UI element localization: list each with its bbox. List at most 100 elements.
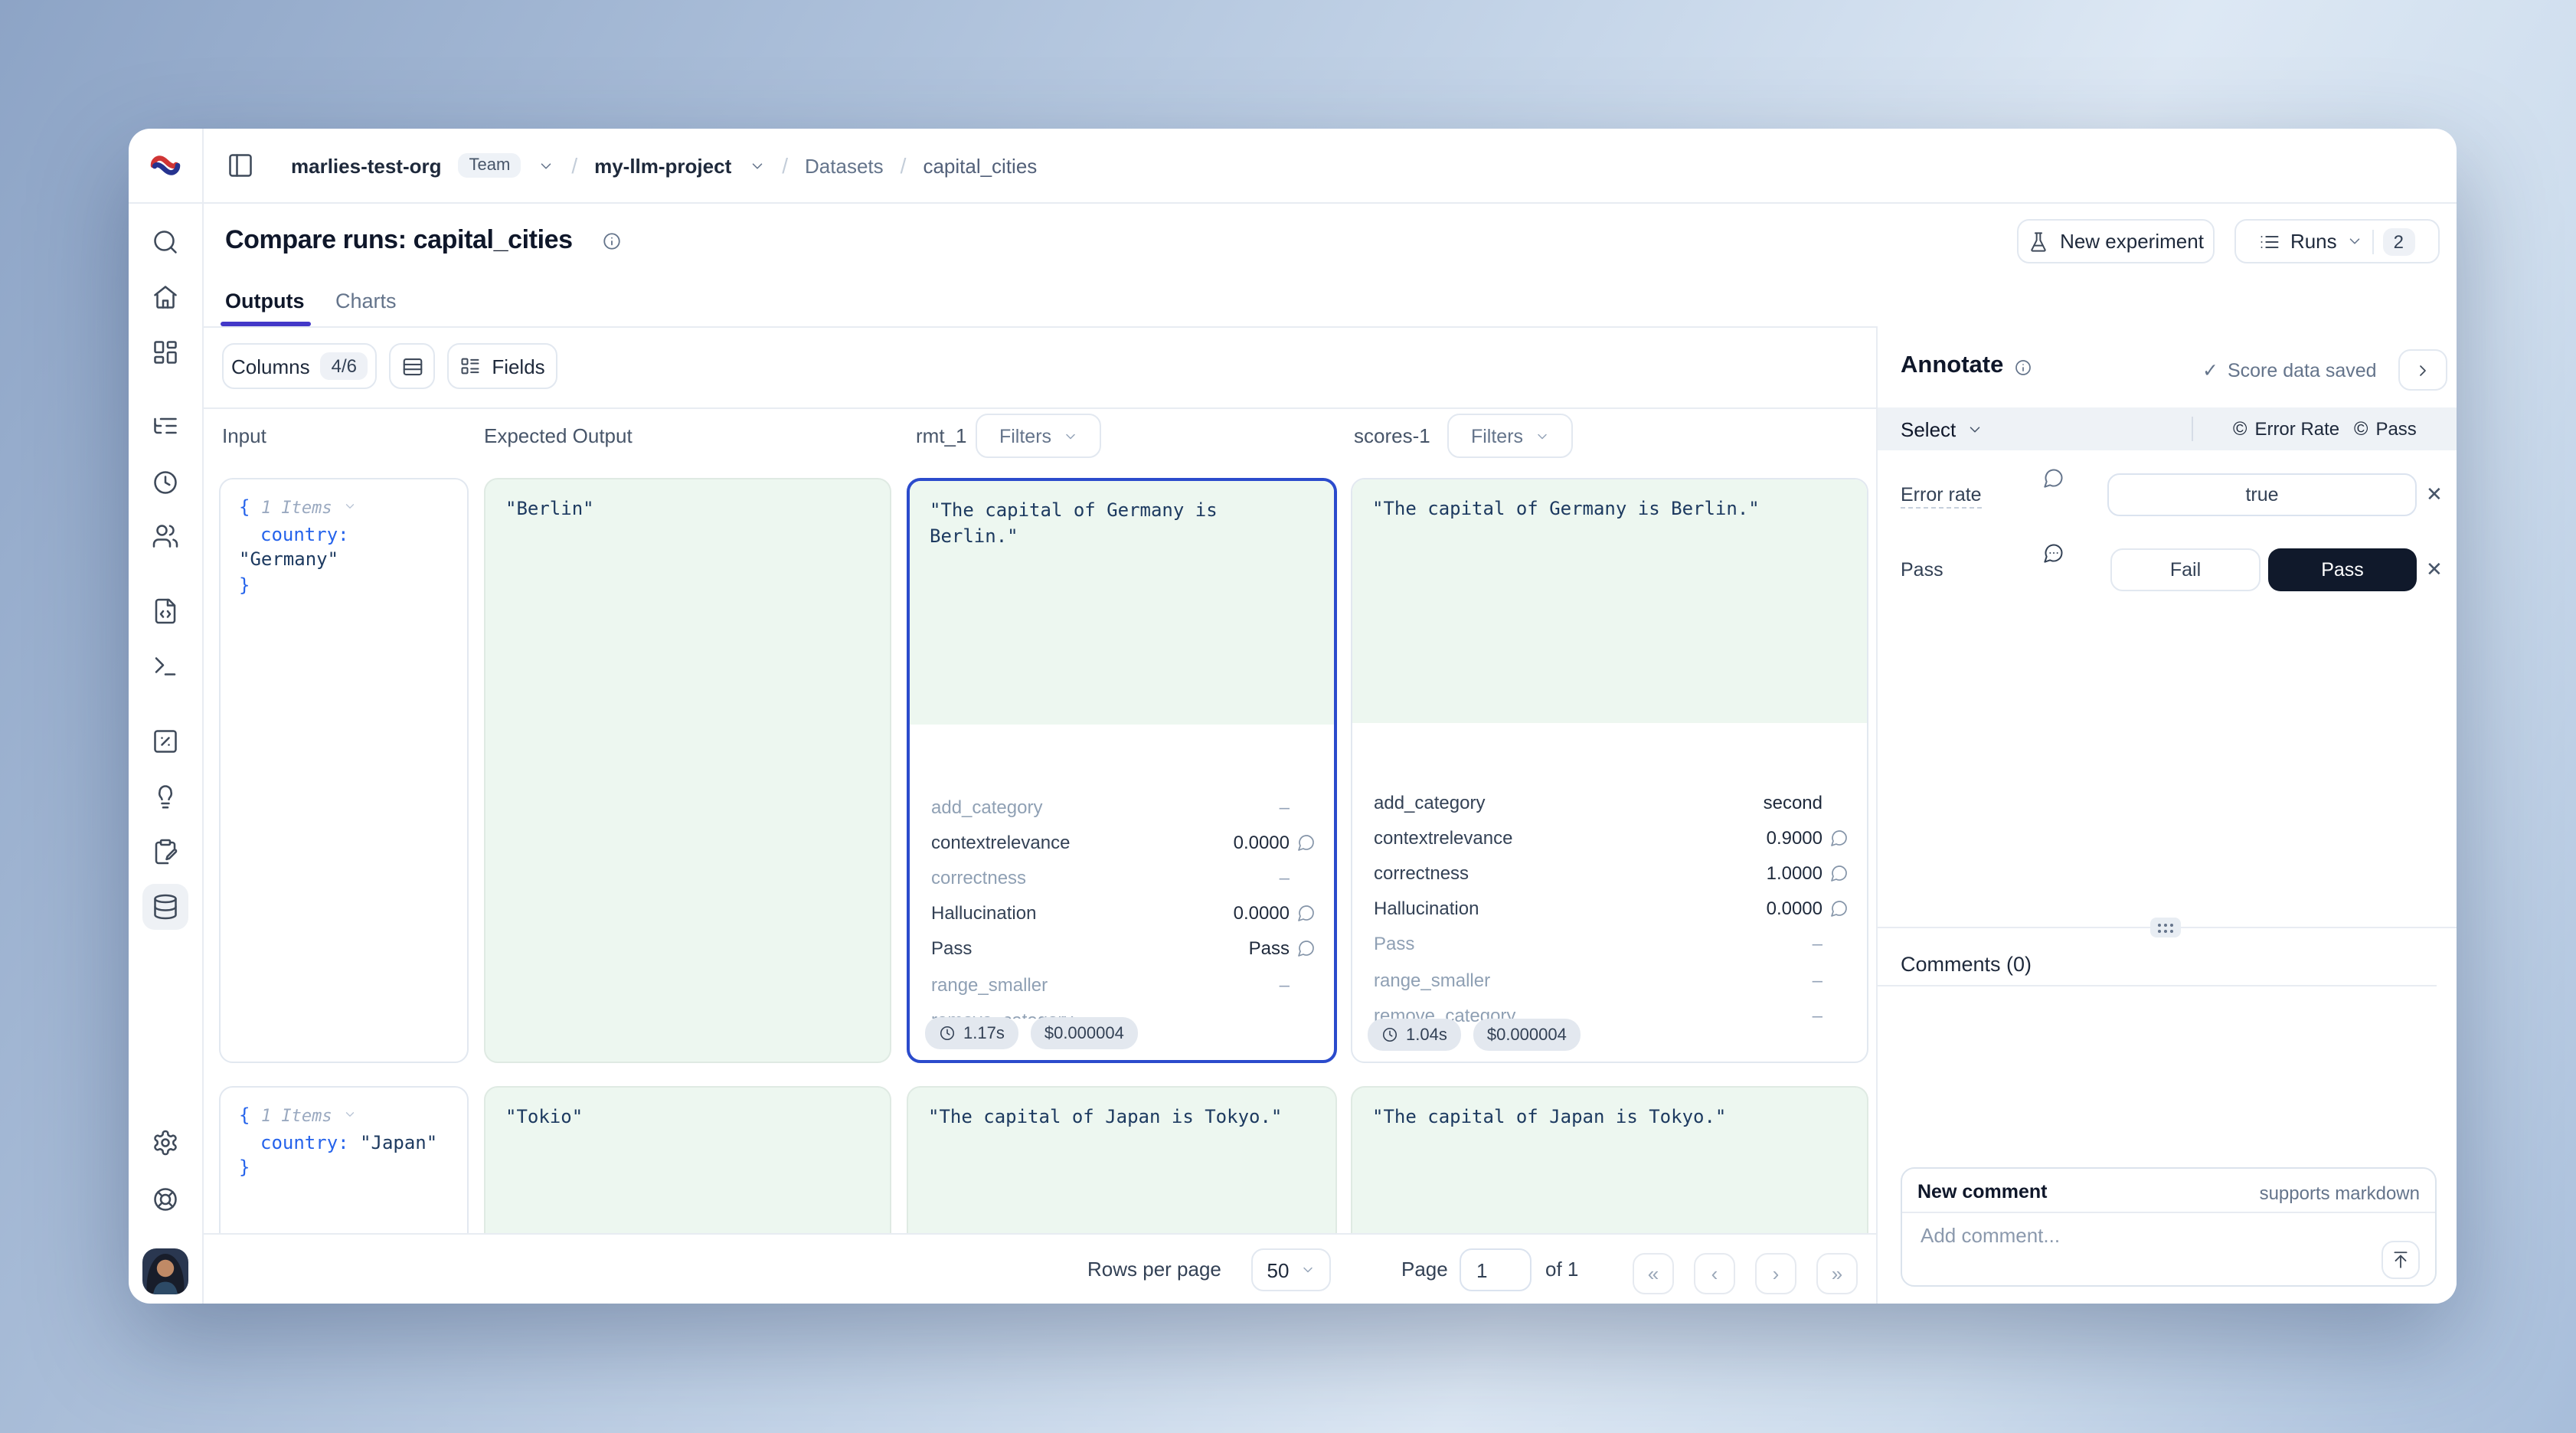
row1-run2-cell[interactable]: "The capital of Germany is Berlin." add_…	[1351, 478, 1868, 1063]
comment-bubble-icon[interactable]	[1830, 864, 1849, 882]
tabs-divider	[202, 326, 2457, 328]
sidebar-toggle-icon[interactable]	[227, 152, 254, 179]
row1-run1-cell-selected[interactable]: "The capital of Germany is Berlin." add_…	[907, 478, 1337, 1063]
error-rate-value-input[interactable]	[2107, 473, 2417, 516]
row2-expected-cell[interactable]: "Tokio"	[484, 1086, 891, 1233]
users-icon[interactable]	[152, 522, 179, 550]
row1-expected-cell[interactable]: "Berlin"	[484, 478, 891, 1063]
json-value: "Germany"	[239, 548, 339, 570]
clear-pass-icon[interactable]: ✕	[2426, 558, 2443, 581]
comment-bubble-icon[interactable]	[1297, 904, 1316, 922]
new-experiment-button[interactable]: New experiment	[2017, 219, 2215, 263]
json-value: "Japan"	[360, 1131, 438, 1153]
collapse-panel-button[interactable]	[2398, 349, 2447, 391]
comment-bubble-icon[interactable]	[1297, 833, 1316, 852]
score-chip-pass[interactable]: © Pass	[2354, 417, 2417, 440]
chevron-down-icon	[2349, 238, 2359, 244]
settings-gear-icon[interactable]	[152, 1129, 179, 1157]
comment-bubble-dots-icon[interactable]	[2043, 542, 2064, 564]
fail-option-button[interactable]: Fail	[2110, 548, 2261, 591]
select-dropdown[interactable]: Select	[1901, 417, 1957, 440]
score-value: –	[1280, 1009, 1290, 1019]
score-value: second	[1763, 791, 1822, 813]
score-name: remove_category	[931, 1009, 1073, 1019]
breadcrumb-dataset[interactable]: capital_cities	[923, 154, 1038, 177]
row2-run1-cell[interactable]: "The capital of Japan is Tokyo."	[907, 1086, 1337, 1233]
tab-outputs[interactable]: Outputs	[225, 290, 305, 312]
prev-page-button[interactable]: ‹	[1694, 1253, 1735, 1294]
info-icon[interactable]	[602, 231, 622, 251]
sessions-clock-icon[interactable]	[152, 469, 179, 496]
comment-bubble-icon[interactable]	[2043, 467, 2064, 489]
tab-charts[interactable]: Charts	[335, 290, 397, 312]
chevron-down-icon[interactable]	[538, 157, 554, 174]
comment-bubble-icon[interactable]	[1830, 899, 1849, 918]
info-icon[interactable]	[2014, 358, 2032, 377]
score-name: contextrelevance	[1374, 826, 1513, 849]
run2-filters-button[interactable]: Filters	[1447, 414, 1573, 458]
search-icon[interactable]	[152, 228, 179, 256]
pagination-bar: Rows per page 50 Page of 1 « ‹ › »	[202, 1233, 1876, 1304]
json-items-label[interactable]: 1 Items	[260, 1106, 332, 1126]
chevron-down-icon[interactable]	[343, 499, 357, 513]
evaluation-percent-icon[interactable]	[152, 728, 179, 755]
filters-label: Filters	[999, 425, 1052, 447]
tracing-icon[interactable]	[152, 412, 179, 440]
check-icon: ✓	[2202, 360, 2218, 381]
markdown-hint: supports markdown	[2259, 1183, 2420, 1204]
breadcrumb-datasets[interactable]: Datasets	[805, 154, 884, 177]
page-input[interactable]	[1460, 1248, 1532, 1291]
score-list: add_category second contextrelevance 0.900…	[1374, 784, 1849, 1032]
score-row: Pass –	[1374, 927, 1849, 962]
breadcrumb-project[interactable]: my-llm-project	[594, 154, 732, 177]
playground-terminal-icon[interactable]	[152, 653, 179, 680]
score-label-error-rate[interactable]: Error rate	[1901, 484, 1982, 509]
next-page-button[interactable]: ›	[1755, 1253, 1796, 1294]
support-lifebuoy-icon[interactable]	[152, 1186, 179, 1213]
annotation-queues-icon[interactable]	[152, 838, 179, 865]
score-value: –	[1279, 973, 1290, 996]
latency-badge: 1.04s	[1368, 1019, 1461, 1051]
fields-button[interactable]: Fields	[447, 343, 557, 389]
run1-filters-button[interactable]: Filters	[976, 414, 1101, 458]
score-chip-error-rate[interactable]: © Error Rate	[2233, 417, 2340, 440]
json-items-label[interactable]: 1 Items	[260, 498, 332, 518]
score-label-pass[interactable]: Pass	[1901, 559, 1943, 581]
columns-button[interactable]: Columns 4/6	[222, 343, 377, 389]
runs-button[interactable]: Runs 2	[2234, 219, 2440, 263]
submit-comment-button[interactable]	[2381, 1241, 2420, 1279]
row2-run2-cell[interactable]: "The capital of Japan is Tokyo."	[1351, 1086, 1868, 1233]
first-page-button[interactable]: «	[1633, 1253, 1674, 1294]
arrow-up-to-line-icon	[2394, 1251, 2408, 1268]
breadcrumb-separator: /	[571, 153, 578, 178]
score-value: –	[1812, 1004, 1822, 1026]
pass-option-button-selected[interactable]: Pass	[2268, 548, 2417, 591]
run-output-text: "The capital of Japan is Tokyo."	[928, 1106, 1283, 1127]
score-row: contextrelevance 0.9000	[1374, 820, 1849, 855]
dashboard-icon[interactable]	[152, 339, 179, 366]
breadcrumb-org[interactable]: marlies-test-org	[291, 154, 442, 177]
comment-textarea[interactable]	[1917, 1221, 2337, 1282]
score-name: Hallucination	[1374, 898, 1479, 920]
langfuse-logo-icon[interactable]	[149, 153, 182, 185]
row1-input-cell[interactable]: { 1 Items country: "Germany" }	[219, 478, 469, 1063]
prompts-file-icon[interactable]	[152, 597, 179, 625]
sidebar-item-datasets-active[interactable]	[142, 884, 188, 930]
rows-per-page-select[interactable]: 50	[1251, 1248, 1331, 1291]
home-icon[interactable]	[152, 283, 179, 311]
chevron-down-icon[interactable]	[1966, 420, 1983, 437]
datasets-database-icon[interactable]	[152, 893, 179, 921]
chevron-down-icon[interactable]	[748, 157, 765, 174]
insights-lightbulb-icon[interactable]	[152, 783, 179, 810]
last-page-button[interactable]: »	[1816, 1253, 1858, 1294]
row-height-button[interactable]	[389, 343, 435, 389]
comment-bubble-icon[interactable]	[1830, 829, 1849, 847]
comment-bubble-icon[interactable]	[1297, 940, 1316, 958]
clear-error-rate-icon[interactable]: ✕	[2426, 483, 2443, 505]
resize-handle[interactable]	[2150, 918, 2181, 937]
chevron-down-icon[interactable]	[343, 1107, 357, 1121]
row2-input-cell[interactable]: { 1 Items country: "Japan" }	[219, 1086, 469, 1233]
user-avatar[interactable]	[142, 1248, 188, 1294]
score-value: 0.0000	[1233, 902, 1290, 924]
prev-page-icon: ‹	[1711, 1262, 1718, 1285]
